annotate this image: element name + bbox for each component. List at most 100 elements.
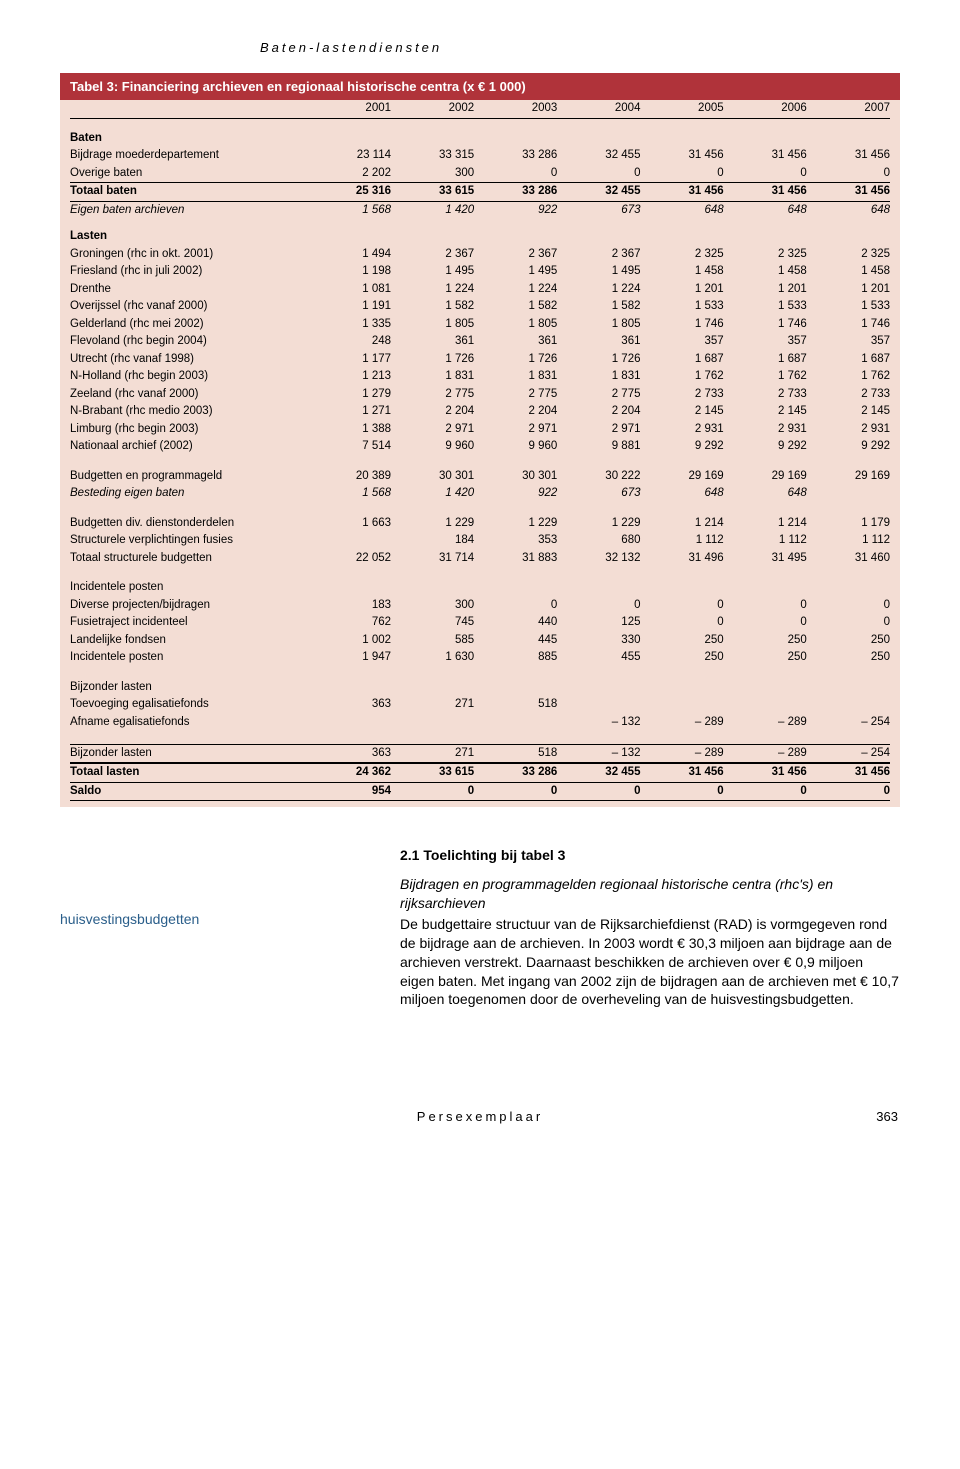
cell: 1 568	[308, 201, 391, 219]
cell: 954	[308, 782, 391, 801]
cell: 2 367	[391, 246, 474, 264]
cell: – 289	[724, 714, 807, 732]
row-label: Totaal structurele budgetten	[70, 550, 308, 568]
row-label: Flevoland (rhc begin 2004)	[70, 333, 308, 351]
cell: 1 947	[308, 649, 391, 667]
row-label: Gelderland (rhc mei 2002)	[70, 316, 308, 334]
row-label: Lasten	[70, 219, 308, 246]
cell: 1 494	[308, 246, 391, 264]
row-label: Overijssel (rhc vanaf 2000)	[70, 298, 308, 316]
cell: 22 052	[308, 550, 391, 568]
cell: 31 456	[807, 763, 890, 782]
cell: 31 460	[807, 550, 890, 568]
table-row: Baten	[70, 121, 890, 148]
cell: 1 831	[557, 368, 640, 386]
row-label: Budgetten en programmageld	[70, 468, 308, 486]
cell	[557, 567, 640, 579]
cell: 7 514	[308, 438, 391, 456]
cell: 32 455	[557, 763, 640, 782]
cell: 1 335	[308, 316, 391, 334]
cell: 0	[724, 782, 807, 801]
row-label: Toevoeging egalisatiefonds	[70, 696, 308, 714]
table-row: Flevoland (rhc begin 2004)24836136136135…	[70, 333, 890, 351]
table-row	[70, 667, 890, 679]
cell	[557, 579, 640, 597]
cell: 648	[807, 201, 890, 219]
cell: 1 229	[557, 515, 640, 533]
cell: 9 292	[807, 438, 890, 456]
footer-center: Persexemplaar	[122, 1109, 838, 1124]
cell: 673	[557, 201, 640, 219]
cell: 30 301	[391, 468, 474, 486]
table-row: Lasten	[70, 219, 890, 246]
table-row: Besteding eigen baten1 5681 420922673648…	[70, 485, 890, 503]
cell: 1 179	[807, 515, 890, 533]
cell: 31 456	[640, 183, 723, 202]
cell: 1 112	[807, 532, 890, 550]
cell: 357	[724, 333, 807, 351]
table-title: Tabel 3: Financiering archieven en regio…	[60, 73, 900, 100]
cell: 0	[557, 165, 640, 183]
cell	[640, 219, 723, 246]
row-label: Saldo	[70, 782, 308, 801]
finance-table-wrap: 2001 2002 2003 2004 2005 2006 2007 Baten…	[60, 100, 900, 807]
cell	[474, 567, 557, 579]
row-label: Incidentele posten	[70, 579, 308, 597]
table-row: Incidentele posten1 9471 630885455250250…	[70, 649, 890, 667]
row-label: Utrecht (rhc vanaf 1998)	[70, 351, 308, 369]
cell: 250	[640, 632, 723, 650]
cell: 33 315	[391, 147, 474, 165]
cell: 1 458	[807, 263, 890, 281]
cell	[474, 579, 557, 597]
cell: 1 687	[724, 351, 807, 369]
cell	[308, 532, 391, 550]
table-row	[70, 456, 890, 468]
cell: 0	[640, 782, 723, 801]
body-text: 2.1 Toelichting bij tabel 3 huisvestings…	[60, 847, 900, 1009]
cell: 29 169	[807, 468, 890, 486]
table-row: Eigen baten archieven1 5681 420922673648…	[70, 201, 890, 219]
cell: 357	[807, 333, 890, 351]
cell: 29 169	[724, 468, 807, 486]
cell: 1 746	[724, 316, 807, 334]
table-row: Toevoeging egalisatiefonds363271518	[70, 696, 890, 714]
cell: 1 420	[391, 485, 474, 503]
row-label	[70, 456, 308, 468]
table-row: Drenthe1 0811 2241 2241 2241 2011 2011 2…	[70, 281, 890, 299]
table-row: Saldo954000000	[70, 782, 890, 801]
table-row: Nationaal archief (2002)7 5149 9609 9609…	[70, 438, 890, 456]
cell: 9 881	[557, 438, 640, 456]
table-row: Utrecht (rhc vanaf 1998)1 1771 7261 7261…	[70, 351, 890, 369]
cell: 361	[557, 333, 640, 351]
cell: 648	[724, 201, 807, 219]
cell: 31 883	[474, 550, 557, 568]
cell: 2 145	[807, 403, 890, 421]
cell	[807, 567, 890, 579]
row-label: Totaal baten	[70, 183, 308, 202]
row-label: Baten	[70, 121, 308, 148]
cell: 2 931	[640, 421, 723, 439]
cell: 1 201	[724, 281, 807, 299]
cell	[308, 567, 391, 579]
cell: 1 831	[474, 368, 557, 386]
cell	[308, 456, 391, 468]
margin-note: huisvestingsbudgetten	[60, 875, 400, 1009]
cell: 31 456	[640, 763, 723, 782]
table-row: Landelijke fondsen1 00258544533025025025…	[70, 632, 890, 650]
table-row: N-Brabant (rhc medio 2003)1 2712 2042 20…	[70, 403, 890, 421]
cell	[724, 121, 807, 148]
cell	[557, 503, 640, 515]
table-header-row: 2001 2002 2003 2004 2005 2006 2007	[70, 100, 890, 118]
cell	[557, 732, 640, 745]
cell: 1 112	[724, 532, 807, 550]
cell: 0	[474, 782, 557, 801]
row-label	[70, 667, 308, 679]
cell	[308, 503, 391, 515]
cell: 2 145	[640, 403, 723, 421]
running-head: Baten-lastendiensten	[60, 40, 900, 55]
cell: 33 286	[474, 183, 557, 202]
cell: 0	[640, 165, 723, 183]
cell	[474, 219, 557, 246]
cell: 125	[557, 614, 640, 632]
cell	[807, 219, 890, 246]
